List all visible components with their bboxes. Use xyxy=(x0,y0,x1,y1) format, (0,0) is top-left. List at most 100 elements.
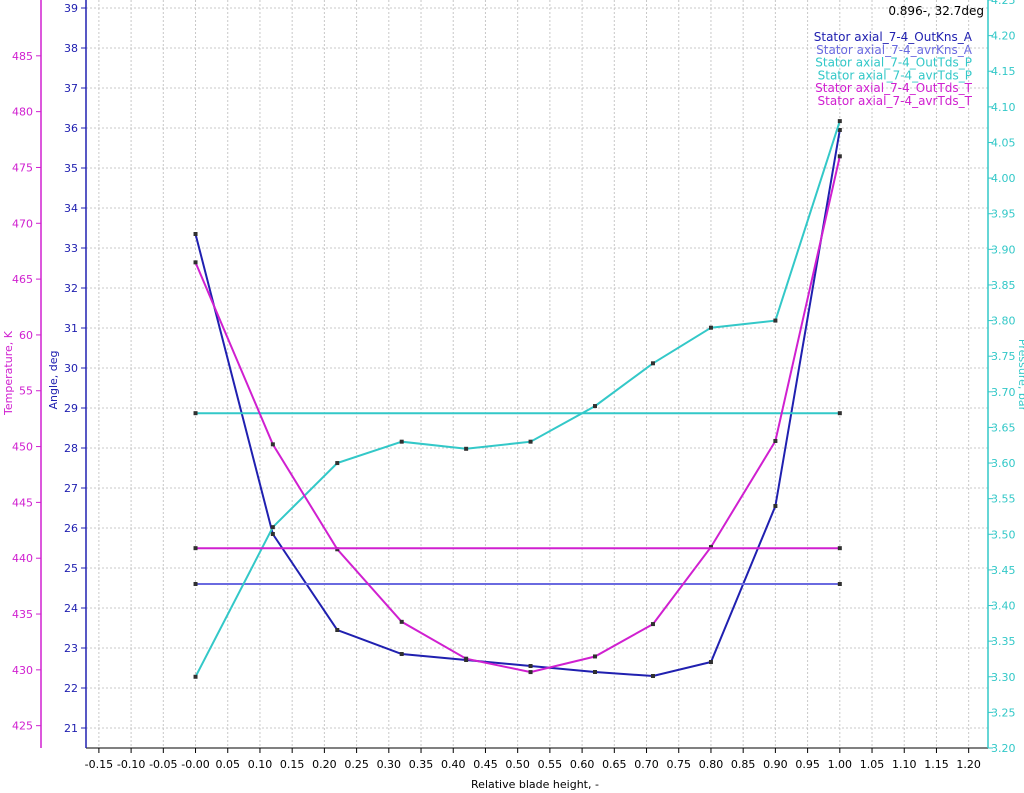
series-4-point xyxy=(399,619,404,624)
series-2-point xyxy=(528,439,533,444)
pressure-tick-label: 3.60 xyxy=(991,457,1016,470)
angle-tick-label: 38 xyxy=(64,42,78,55)
legend-entry: Stator axial_7-4_avrTds_T xyxy=(818,94,973,108)
series-4-point xyxy=(464,656,469,661)
x-tick-label: 0.95 xyxy=(795,758,820,771)
pressure-tick-label: 3.80 xyxy=(991,315,1016,328)
series-2-point xyxy=(270,525,275,530)
temperature-tick-label: 480 xyxy=(12,106,33,119)
legend-entry: Stator axial_7-4_OutTds_T xyxy=(815,81,973,95)
x-tick-label: 1.00 xyxy=(828,758,853,771)
pressure-tick-label: 3.35 xyxy=(991,635,1016,648)
angle-tick-label: 21 xyxy=(64,722,78,735)
pressure-tick-label: 4.10 xyxy=(991,101,1016,114)
pressure-axis-label: Pressure, bar xyxy=(1016,339,1024,412)
angle-tick-label: 31 xyxy=(64,322,78,335)
angle-tick-label: 22 xyxy=(64,682,78,695)
series-3-point xyxy=(837,411,842,416)
pressure-tick-label: 4.05 xyxy=(991,136,1016,149)
series-1-point xyxy=(837,582,842,586)
pressure-tick-label: 3.20 xyxy=(991,742,1016,755)
series-2-point xyxy=(592,404,597,409)
x-tick-label: 1.10 xyxy=(892,758,917,771)
series-2-point xyxy=(837,119,842,124)
temperature-tick-label: 440 xyxy=(12,552,33,565)
temperature-tick-label: 475 xyxy=(12,161,33,174)
series-2-point xyxy=(193,674,198,679)
x-tick-label: 0.70 xyxy=(634,758,659,771)
x-tick-label: 0.20 xyxy=(312,758,337,771)
series-0-point xyxy=(592,670,597,674)
pressure-tick-label: 3.55 xyxy=(991,493,1016,506)
pressure-tick-label: 3.95 xyxy=(991,208,1016,221)
series-2-point xyxy=(773,318,778,323)
temperature-tick-label: 60 xyxy=(19,329,33,342)
pressure-tick-label: 3.50 xyxy=(991,528,1016,541)
series-0-point xyxy=(773,504,778,508)
x-tick-label: -0.15 xyxy=(85,758,113,771)
x-tick-label: 0.60 xyxy=(570,758,595,771)
x-tick-label: 1.15 xyxy=(924,758,949,771)
series-2-point xyxy=(399,439,404,444)
legend: Stator axial_7-4_OutKns_A Stator axial_7-… xyxy=(814,30,973,108)
legend-entry: Stator axial_7-4_OutTds_P xyxy=(815,56,972,70)
pressure-tick-label: 3.30 xyxy=(991,671,1016,684)
angle-tick-label: 36 xyxy=(64,122,78,135)
x-tick-label: 1.20 xyxy=(956,758,981,771)
x-tick-label: 0.40 xyxy=(441,758,466,771)
x-tick-label: 0.50 xyxy=(505,758,530,771)
legend-entry: Stator axial_7-4_avrTds_P xyxy=(818,68,972,82)
series-2-point xyxy=(335,461,340,466)
angle-tick-label: 35 xyxy=(64,162,78,175)
series-3-point xyxy=(193,411,198,416)
pressure-tick-label: 3.75 xyxy=(991,350,1016,363)
temperature-tick-label: 450 xyxy=(12,441,33,454)
angle-axis-label: Angle, deg xyxy=(47,350,60,409)
x-axis-label: Relative blade height, - xyxy=(471,778,599,791)
x-tick-label: 1.05 xyxy=(860,758,885,771)
temperature-axis-label: Temperature, K xyxy=(2,330,15,416)
pressure-tick-label: 3.25 xyxy=(991,706,1016,719)
x-tick-label: 0.80 xyxy=(699,758,724,771)
x-tick-label: 0.85 xyxy=(731,758,756,771)
x-tick-label: -0.05 xyxy=(149,758,177,771)
series-5-point xyxy=(193,546,198,551)
angle-tick-label: 28 xyxy=(64,442,78,455)
pressure-tick-label: 4.20 xyxy=(991,30,1016,43)
x-tick-label: 0.75 xyxy=(666,758,691,771)
series xyxy=(193,119,842,679)
angle-tick-label: 25 xyxy=(64,562,78,575)
series-4-point xyxy=(270,442,275,447)
pressure-tick-label: 3.85 xyxy=(991,279,1016,292)
series-4-point xyxy=(650,622,655,627)
angle-tick-label: 24 xyxy=(64,602,78,615)
angle-tick-label: 27 xyxy=(64,482,78,495)
x-tick-label: 0.25 xyxy=(344,758,369,771)
temperature-tick-label: 430 xyxy=(12,664,33,677)
series-2-point xyxy=(708,325,713,330)
pressure-tick-label: 3.70 xyxy=(991,386,1016,399)
pressure-tick-label: 4.15 xyxy=(991,65,1016,78)
x-tick-label: 0.90 xyxy=(763,758,788,771)
x-tick-label: 0.05 xyxy=(215,758,240,771)
series-0-point xyxy=(399,652,404,656)
temperature-tick-label: 465 xyxy=(12,273,33,286)
series-4-point xyxy=(773,438,778,443)
angle-tick-label: 29 xyxy=(64,402,78,415)
series-5-point xyxy=(837,546,842,551)
series-0-point xyxy=(335,628,340,632)
angle-tick-label: 26 xyxy=(64,522,78,535)
temperature-tick-label: 470 xyxy=(12,217,33,230)
series-2-point xyxy=(650,361,655,366)
x-tick-label: 0.30 xyxy=(377,758,402,771)
temperature-tick-label: 435 xyxy=(12,608,33,621)
angle-tick-label: 23 xyxy=(64,642,78,655)
x-tick-label: -0.00 xyxy=(181,758,209,771)
temperature-tick-label: 55 xyxy=(19,385,33,398)
angle-tick-label: 30 xyxy=(64,362,78,375)
temperature-tick-label: 485 xyxy=(12,50,33,63)
series-0-point xyxy=(193,232,198,236)
series-0-point xyxy=(528,664,533,668)
legend-entry: Stator axial_7-4_OutKns_A xyxy=(814,30,973,44)
